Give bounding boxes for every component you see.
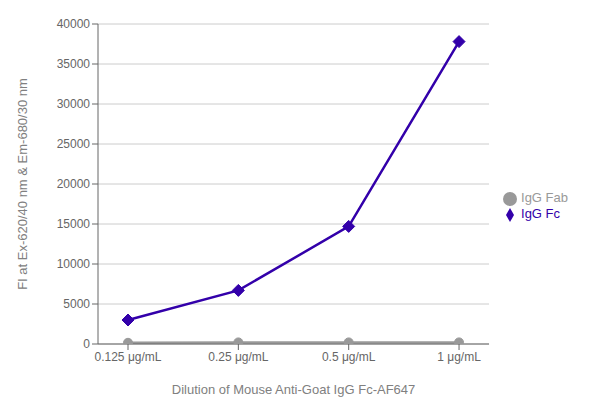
- svg-text:30000: 30000: [57, 97, 91, 111]
- svg-text:FI at Ex-620/40 nm & Em-680/30: FI at Ex-620/40 nm & Em-680/30 nm: [15, 78, 30, 290]
- svg-text:0.25 μg/mL: 0.25 μg/mL: [208, 350, 269, 364]
- svg-text:1 μg/mL: 1 μg/mL: [437, 350, 481, 364]
- svg-text:5000: 5000: [63, 297, 90, 311]
- html-text:IgG Fab: IgG Fab: [521, 190, 568, 206]
- html-text:IgG Fc: IgG Fc: [521, 206, 560, 221]
- svg-text:Dilution of Mouse Anti-Goat Ig: Dilution of Mouse Anti-Goat IgG Fc-AF647: [172, 382, 416, 397]
- svg-text:15000: 15000: [57, 217, 91, 231]
- svg-text:40000: 40000: [57, 17, 91, 31]
- svg-text:35000: 35000: [57, 57, 91, 71]
- svg-text:0.5 μg/mL: 0.5 μg/mL: [322, 350, 376, 364]
- svg-text:0.125 μg/mL: 0.125 μg/mL: [95, 350, 162, 364]
- svg-text:10000: 10000: [57, 257, 91, 271]
- svg-text:25000: 25000: [57, 137, 91, 151]
- svg-text:0: 0: [83, 337, 90, 351]
- svg-text:20000: 20000: [57, 177, 91, 191]
